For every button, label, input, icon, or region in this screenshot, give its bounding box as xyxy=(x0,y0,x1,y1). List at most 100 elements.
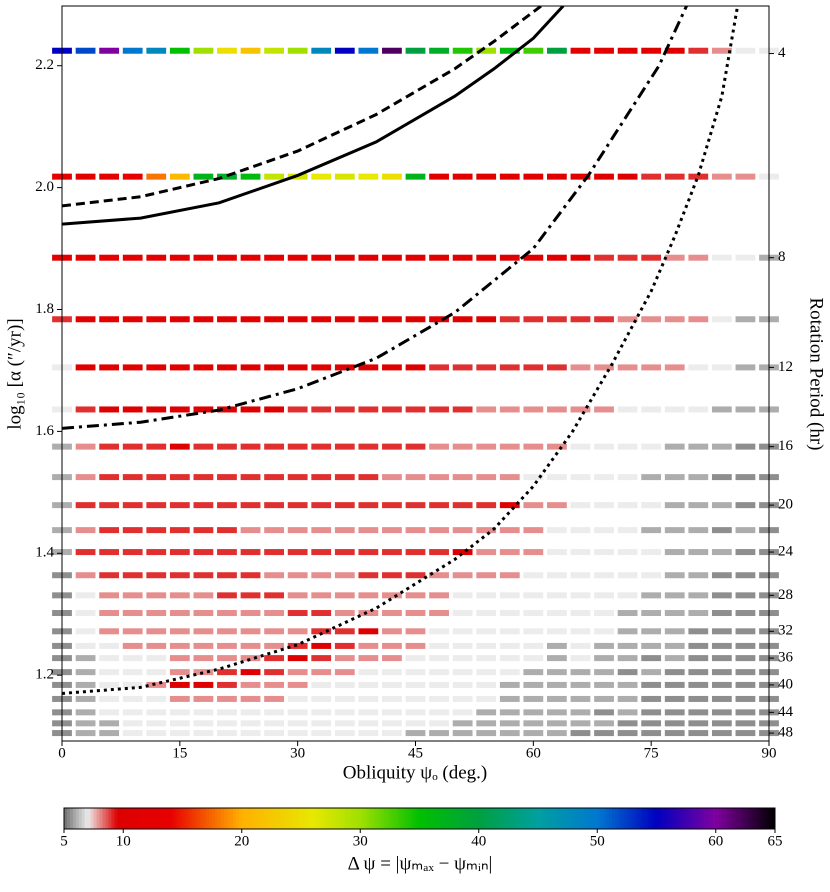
cell xyxy=(193,254,214,261)
cell xyxy=(240,572,261,579)
colorbar-swatch xyxy=(650,808,655,829)
cell xyxy=(499,549,520,556)
cell xyxy=(169,592,190,599)
colorbar-swatch xyxy=(120,808,124,829)
y2-label: Rotation Period (hr) xyxy=(806,297,827,450)
cell xyxy=(735,527,756,534)
cell xyxy=(523,655,544,662)
x-tick-label: 45 xyxy=(408,745,423,761)
cell xyxy=(452,669,473,676)
cell xyxy=(405,628,426,635)
colorbar-swatch xyxy=(543,808,548,829)
cell xyxy=(476,720,497,727)
colorbar-swatch xyxy=(617,808,622,829)
x-tick-label: 15 xyxy=(172,745,187,761)
colorbar-swatch xyxy=(256,808,261,829)
cell xyxy=(711,527,732,534)
y2-tick-label: 8 xyxy=(778,249,786,265)
cell xyxy=(499,173,520,180)
y-tick-label: 1.6 xyxy=(35,423,54,439)
cell xyxy=(641,642,662,649)
colorbar-swatch xyxy=(695,808,699,829)
cell xyxy=(122,443,143,450)
cell xyxy=(405,730,426,737)
cell xyxy=(711,443,732,450)
cell xyxy=(547,669,567,676)
colorbar-swatch xyxy=(609,808,613,829)
colorbar-swatch xyxy=(582,808,586,829)
colorbar-swatch xyxy=(226,808,231,829)
cell xyxy=(217,316,237,323)
cell xyxy=(240,254,261,261)
colorbar-swatch xyxy=(552,808,557,829)
cell xyxy=(688,254,709,261)
cell xyxy=(358,443,379,450)
cell xyxy=(334,527,355,534)
colorbar-swatch xyxy=(706,808,711,829)
cell xyxy=(311,628,332,635)
colorbar-swatch xyxy=(677,808,681,829)
cell xyxy=(193,642,214,649)
cell xyxy=(617,173,638,180)
cell xyxy=(193,610,214,617)
cell xyxy=(570,730,591,737)
colorbar-swatch xyxy=(443,808,447,829)
cell xyxy=(169,502,190,509)
colorbar-swatch xyxy=(404,808,409,829)
colorbar-swatch xyxy=(90,808,95,829)
cell xyxy=(711,730,732,737)
y-tick-label: 2.2 xyxy=(35,57,54,73)
cell xyxy=(547,655,567,662)
cell xyxy=(240,406,261,413)
colorbar-swatch xyxy=(721,808,726,829)
cell xyxy=(499,474,520,481)
cell xyxy=(735,592,756,599)
cell xyxy=(570,474,591,481)
cell xyxy=(735,720,756,727)
cell xyxy=(405,709,426,716)
cell xyxy=(311,474,332,481)
cell xyxy=(217,730,237,737)
cell xyxy=(429,655,449,662)
colorbar-swatch xyxy=(659,808,663,829)
cell xyxy=(641,549,662,556)
cell xyxy=(217,669,237,676)
cell xyxy=(193,709,214,716)
colorbar-swatch xyxy=(579,808,583,829)
cell xyxy=(594,720,614,727)
cell xyxy=(358,695,379,702)
cell xyxy=(688,502,709,509)
cell xyxy=(287,254,308,261)
cell xyxy=(382,316,402,323)
cell xyxy=(570,254,591,261)
cell xyxy=(287,527,308,534)
cell xyxy=(547,254,567,261)
cell xyxy=(570,592,591,599)
cell xyxy=(405,610,426,617)
colorbar-swatch xyxy=(315,808,320,829)
cell xyxy=(122,628,143,635)
cell xyxy=(452,254,473,261)
cell xyxy=(358,316,379,323)
colorbar-swatch xyxy=(351,808,355,829)
cell xyxy=(405,502,426,509)
y2-tick-label: 20 xyxy=(778,497,793,513)
colorbar-swatch xyxy=(158,808,163,829)
cell xyxy=(641,254,662,261)
cell xyxy=(547,610,567,617)
curve xyxy=(62,6,740,695)
cell xyxy=(405,549,426,556)
colorbar-swatch xyxy=(333,808,338,829)
cell xyxy=(688,47,709,54)
cell xyxy=(169,316,190,323)
cell xyxy=(735,669,756,676)
cell xyxy=(358,406,379,413)
cell xyxy=(688,669,709,676)
cell xyxy=(99,316,120,323)
cell xyxy=(452,443,473,450)
cell xyxy=(217,474,237,481)
cell xyxy=(594,254,614,261)
cell xyxy=(664,316,685,323)
cell xyxy=(452,572,473,579)
cell xyxy=(193,720,214,727)
